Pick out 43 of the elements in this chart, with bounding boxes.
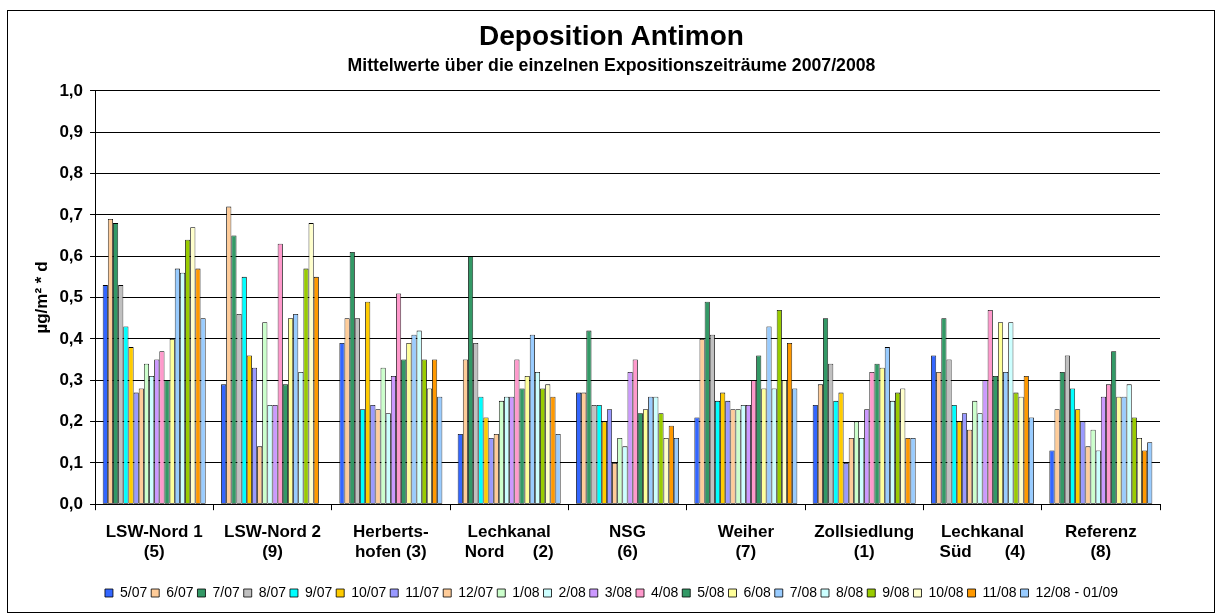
chart-title: Deposition Antimon: [479, 19, 744, 51]
x-tick-label: Lechkanal Nord (2): [464, 522, 554, 562]
legend-label: 9/08: [882, 583, 910, 600]
x-tick-label: NSG (6): [609, 522, 646, 562]
legend-label: 10/07: [351, 583, 387, 600]
x-tick-label: LSW-Nord 1 (5): [105, 522, 203, 562]
y-tick-label: 0,3: [59, 369, 84, 389]
legend-label: 12/07: [458, 583, 494, 600]
legend-label: 5/08: [697, 583, 725, 600]
x-tick-label: Zollsiedlung (1): [814, 522, 915, 562]
legend-label: 10/08: [928, 583, 964, 600]
y-tick-label: 0,7: [59, 204, 84, 224]
chart-subtitle: Mittelwerte über die einzelnen Expositionszeiträume 2007/2008: [347, 55, 876, 76]
legend-label: 3/08: [604, 583, 633, 600]
legend-label: 8/07: [258, 583, 287, 600]
legend-label: 2/08: [558, 583, 586, 600]
legend-label: 11/07: [405, 583, 440, 600]
y-tick-label: 0,5: [59, 287, 84, 307]
legend-label: 9/07: [304, 583, 333, 600]
legend-label: 6/08: [743, 583, 771, 600]
y-tick-label: 0,2: [59, 411, 84, 431]
legend-label: 5/07: [119, 583, 148, 600]
y-tick-label: 0,9: [59, 121, 84, 141]
y-tick-label: 0,0: [59, 493, 84, 513]
x-tick-label: Weiher (7): [717, 522, 775, 562]
y-tick-label: 1,0: [59, 80, 84, 100]
legend-label: 8/08: [836, 583, 864, 600]
legend-label: 12/08 - 01/09: [1035, 583, 1119, 600]
y-axis-title: µg/m² * d: [31, 261, 51, 334]
y-tick-label: 0,6: [59, 245, 84, 265]
x-tick-label: LSW-Nord 2 (9): [224, 522, 321, 562]
legend-label: 6/07: [166, 583, 194, 600]
legend-label: 7/08: [789, 583, 818, 600]
legend-label: 7/07: [212, 583, 240, 600]
y-tick-label: 0,8: [59, 163, 84, 183]
y-tick-label: 0,4: [59, 328, 84, 348]
x-tick-label: Lechkanal Süd (4): [939, 522, 1026, 562]
y-tick-label: 0,1: [59, 452, 84, 472]
legend-label: 4/08: [651, 583, 679, 600]
x-tick-label: Referenz (8): [1064, 522, 1137, 562]
legend-label: 1/08: [512, 583, 540, 600]
legend-label: 11/08: [982, 583, 1017, 600]
x-tick-label: Herberts- hofen (3): [353, 522, 429, 562]
